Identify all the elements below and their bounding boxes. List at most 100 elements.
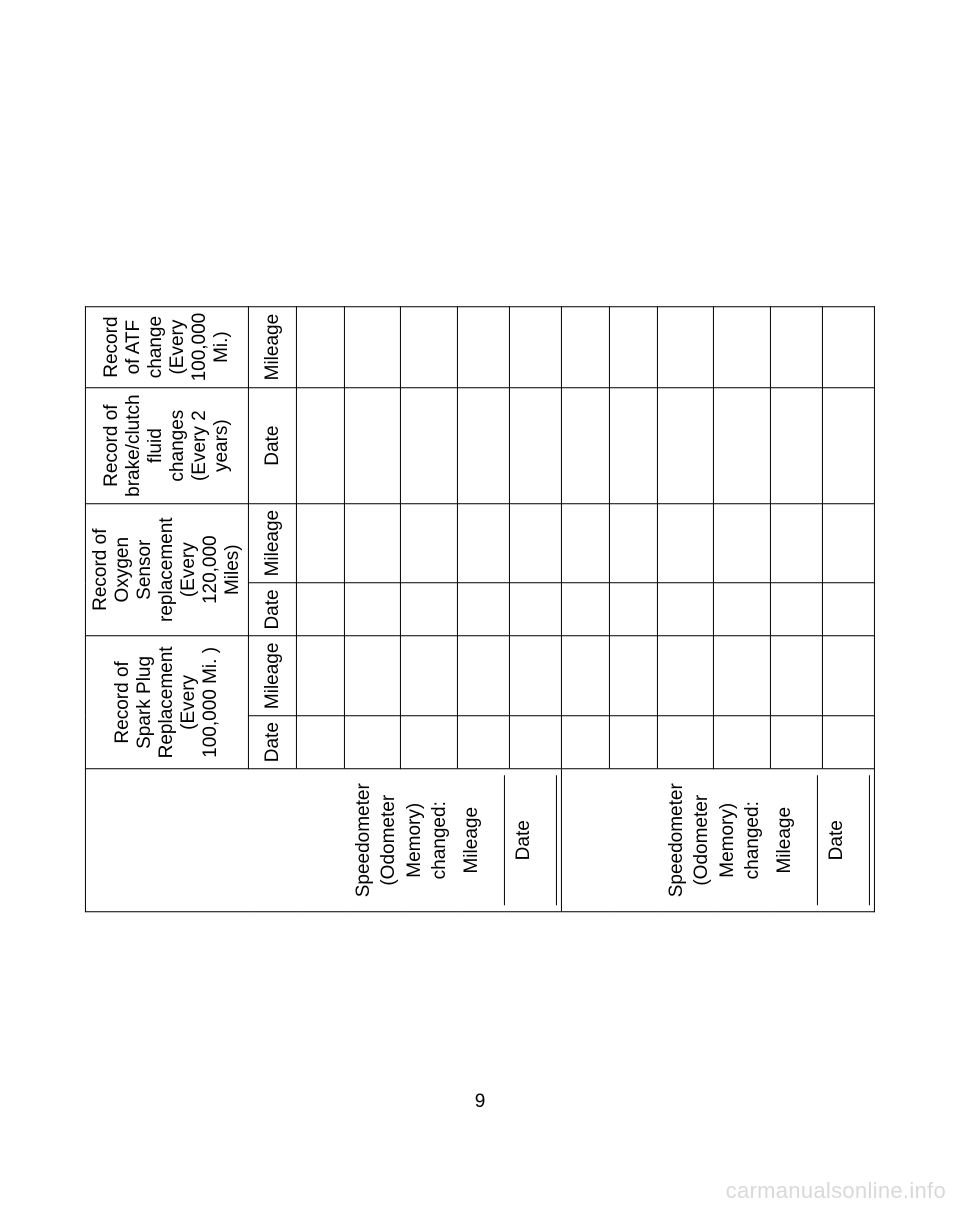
cell: [822, 388, 875, 503]
cell: [822, 503, 875, 583]
cell: [296, 583, 344, 636]
cell: [714, 716, 770, 769]
cell: [457, 503, 509, 583]
cell: [770, 388, 822, 503]
cell: [457, 716, 509, 769]
cell: [714, 388, 770, 503]
cell: [509, 716, 562, 769]
cell: [658, 503, 714, 583]
watermark: carmanualsonline.info: [726, 1178, 946, 1204]
cell: [296, 388, 344, 503]
mileage-field-2: Mileage: [770, 769, 822, 912]
cell: [401, 503, 457, 583]
mileage-label-2: Mileage: [774, 807, 795, 874]
page-number: 9: [0, 1091, 960, 1113]
speedo-empty-2: [562, 769, 610, 912]
cell: [457, 583, 509, 636]
subheader-oxygen-mileage: Mileage: [248, 503, 296, 583]
cell: [610, 306, 658, 388]
speedo-empty-3: [610, 769, 658, 912]
cell: [457, 388, 509, 503]
cell: [822, 716, 875, 769]
cell: [610, 503, 658, 583]
cell: [714, 306, 770, 388]
header-empty-cell: [85, 769, 296, 912]
cell: [562, 716, 610, 769]
cell: [562, 306, 610, 388]
cell: [770, 636, 822, 716]
cell: [509, 583, 562, 636]
mileage-field-1: Mileage: [457, 769, 509, 912]
cell: [401, 583, 457, 636]
subheader-oxygen-date: Date: [248, 583, 296, 636]
date-label-2: Date: [826, 820, 847, 860]
cell: [457, 636, 509, 716]
cell: [770, 716, 822, 769]
cell: [401, 636, 457, 716]
subheader-brake-date: Date: [248, 388, 296, 503]
speedo-line1: Speedometer: [352, 783, 373, 897]
cell: [344, 503, 400, 583]
cell: [509, 306, 562, 388]
rotated-page-content: Record of Spark Plug Replacement (Every …: [85, 306, 875, 912]
date-label-1: Date: [513, 820, 534, 860]
header-brake-clutch: Record of brake/clutch fluid changes (Ev…: [85, 388, 248, 503]
cell: [401, 716, 457, 769]
cell: [562, 583, 610, 636]
cell: [344, 306, 400, 388]
speedometer-block-2: Speedometer (Odometer Memory) changed:: [658, 769, 771, 912]
mileage-label-1: Mileage: [461, 807, 482, 874]
subheader-spark-mileage: Mileage: [248, 636, 296, 716]
cell: [562, 388, 610, 503]
cell: [296, 503, 344, 583]
speedo-line3-b: changed:: [742, 801, 763, 879]
cell: [770, 503, 822, 583]
cell: [658, 716, 714, 769]
cell: [344, 583, 400, 636]
cell: [296, 306, 344, 388]
cell: [822, 306, 875, 388]
cell: [714, 636, 770, 716]
subheader-spark-date: Date: [248, 716, 296, 769]
cell: [770, 583, 822, 636]
cell: [610, 716, 658, 769]
subheader-atf-mileage: Mileage: [248, 306, 296, 388]
speedo-empty-1: [296, 769, 344, 912]
speedometer-block-1: Speedometer (Odometer Memory) changed:: [344, 769, 457, 912]
cell: [658, 388, 714, 503]
cell: [401, 388, 457, 503]
cell: [714, 503, 770, 583]
cell: [714, 583, 770, 636]
maintenance-record-table: Record of Spark Plug Replacement (Every …: [85, 306, 875, 912]
cell: [344, 636, 400, 716]
cell: [562, 636, 610, 716]
cell: [296, 636, 344, 716]
cell: [344, 716, 400, 769]
mileage-underline-1: [491, 775, 505, 905]
cell: [610, 388, 658, 503]
date-underline-2: [856, 775, 870, 905]
date-field-1: Date: [509, 769, 562, 912]
speedo-line3-a: changed:: [429, 801, 450, 879]
cell: [658, 306, 714, 388]
cell: [770, 306, 822, 388]
header-oxygen-sensor: Record of Oxygen Sensor replacement (Eve…: [85, 503, 248, 636]
cell: [822, 636, 875, 716]
cell: [562, 503, 610, 583]
cell: [401, 306, 457, 388]
date-underline-1: [543, 775, 557, 905]
speedo-line2-b: (Odometer Memory): [691, 795, 738, 886]
header-spark-plug: Record of Spark Plug Replacement (Every …: [85, 636, 248, 769]
cell: [457, 306, 509, 388]
cell: [658, 636, 714, 716]
mileage-underline-2: [804, 775, 818, 905]
cell: [822, 583, 875, 636]
cell: [296, 716, 344, 769]
cell: [509, 636, 562, 716]
cell: [344, 388, 400, 503]
date-field-2: Date: [822, 769, 875, 912]
header-atf-change: Record of ATF change (Every 100,000 Mi.): [85, 306, 248, 388]
cell: [509, 388, 562, 503]
cell: [610, 636, 658, 716]
speedo-line2-a: (Odometer Memory): [378, 795, 425, 886]
